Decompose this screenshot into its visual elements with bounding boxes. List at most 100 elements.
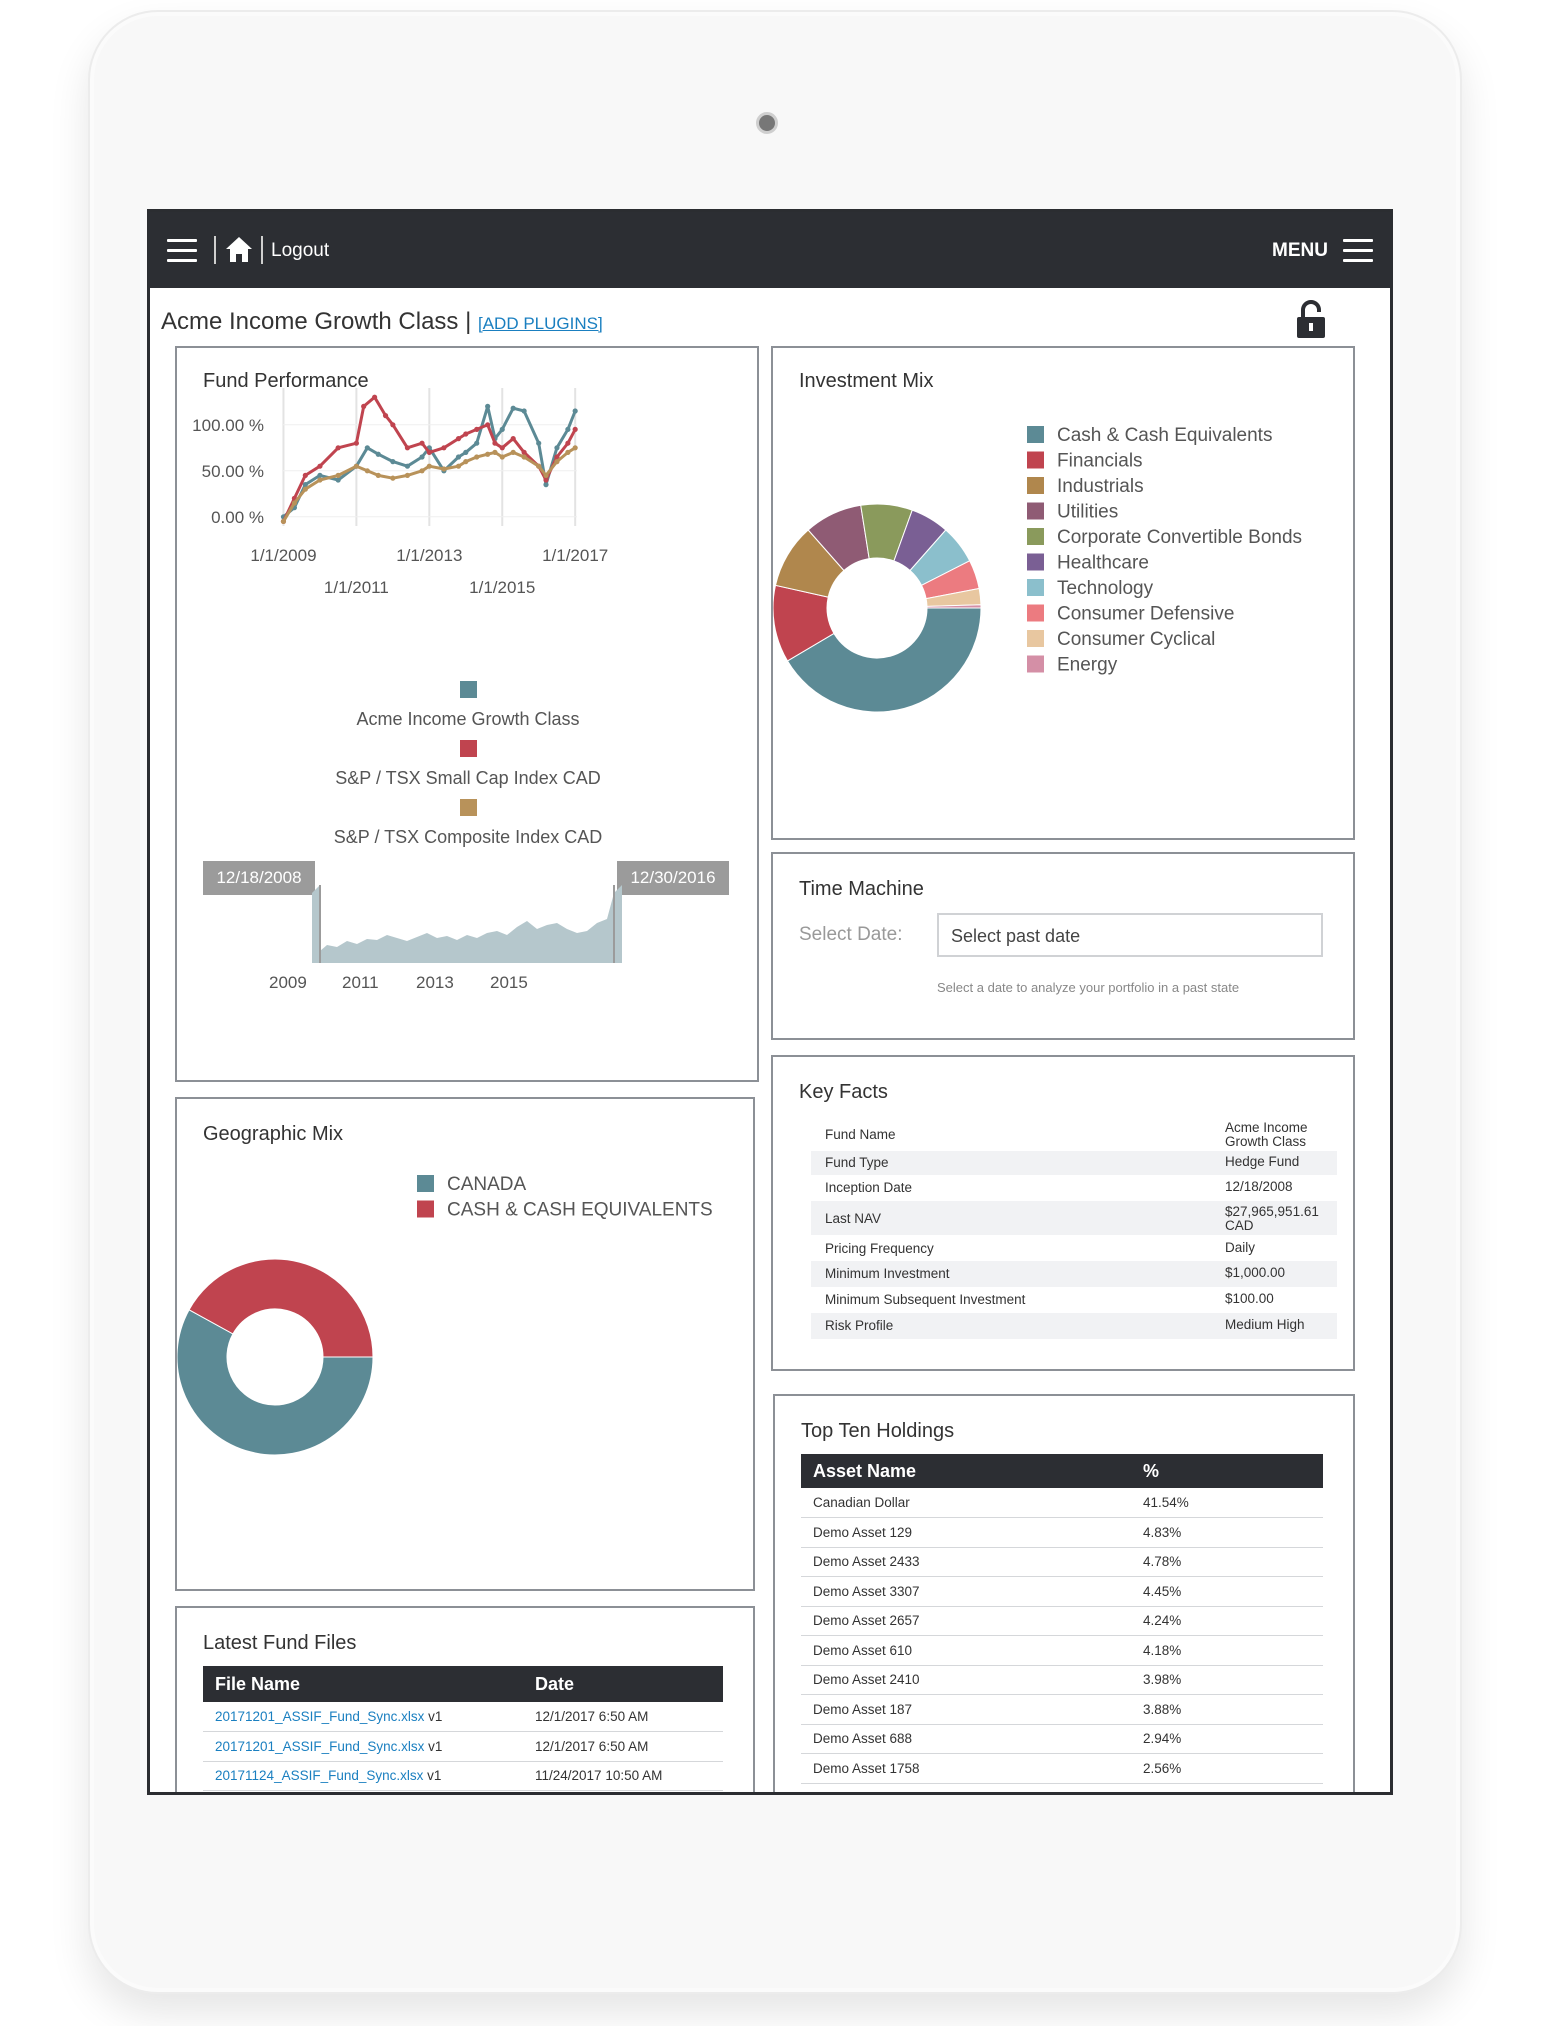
- select-date-label: Select Date:: [799, 924, 903, 945]
- data-point: [419, 468, 425, 474]
- asset-percent: 2.94%: [1143, 1731, 1182, 1746]
- legend-label[interactable]: Consumer Defensive: [1057, 604, 1234, 625]
- range-navigator-area[interactable]: [312, 883, 622, 963]
- legend-label[interactable]: CASH & CASH EQUIVALENTS: [447, 1200, 713, 1221]
- divider: [261, 236, 263, 264]
- data-point: [510, 405, 516, 411]
- data-point: [463, 431, 469, 437]
- data-point: [485, 451, 491, 457]
- pie-slice[interactable]: [926, 604, 982, 609]
- key-fact-row: Fund Name Acme Income Growth Class: [811, 1119, 1337, 1149]
- data-point: [302, 482, 308, 488]
- legend-swatch: [1027, 579, 1044, 596]
- file-version: v1: [428, 1709, 443, 1724]
- data-point: [485, 403, 491, 409]
- holdings-table-header: Asset Name %: [801, 1454, 1323, 1488]
- legend-label[interactable]: Technology: [1057, 578, 1154, 599]
- data-point: [474, 440, 480, 446]
- pie-slice[interactable]: [177, 1309, 374, 1456]
- investment-mix-panel: Investment Mix Cash & Cash Equivalents Fi…: [771, 346, 1355, 840]
- fact-label: Minimum Subsequent Investment: [825, 1292, 1026, 1307]
- menu-label[interactable]: MENU: [1272, 240, 1328, 261]
- legend-swatch: [1027, 426, 1044, 443]
- data-point: [554, 459, 560, 465]
- data-point: [419, 454, 425, 460]
- legend-label[interactable]: Cash & Cash Equivalents: [1057, 425, 1272, 446]
- unlock-icon[interactable]: [1295, 300, 1327, 340]
- data-point: [375, 451, 381, 457]
- legend-label[interactable]: Industrials: [1057, 476, 1144, 497]
- fact-value: $100.00: [1225, 1291, 1274, 1306]
- column-header: Date: [535, 1674, 575, 1694]
- asset-percent: 3.98%: [1143, 1672, 1182, 1687]
- file-version: v1: [427, 1768, 442, 1783]
- legend-label[interactable]: Acme Income Growth Class: [356, 709, 579, 729]
- date-placeholder: Select past date: [951, 926, 1081, 946]
- pie-slice[interactable]: [786, 607, 982, 713]
- range-start-handle[interactable]: 12/18/2008: [203, 861, 315, 895]
- y-tick-label: 0.00 %: [211, 508, 264, 527]
- file-date: 12/1/2017 6:50 AM: [535, 1738, 649, 1754]
- menu-hamburger-icon[interactable]: [1343, 239, 1373, 263]
- data-point: [572, 426, 578, 432]
- file-link[interactable]: 20171124_ASSIF_Fund_Sync.xlsx: [215, 1768, 424, 1783]
- legend-label[interactable]: S&P / TSX Small Cap Index CAD: [335, 768, 600, 788]
- data-point: [565, 449, 571, 455]
- fund-performance-chart: 0.00 % 50.00 % 100.00 % 1/1/2009 1/1/2011 1/1…: [192, 388, 608, 847]
- page-title: Acme Income Growth Class: [161, 308, 459, 335]
- data-point: [441, 445, 447, 451]
- pie-slice[interactable]: [188, 1258, 374, 1358]
- legend-label[interactable]: CANADA: [447, 1174, 527, 1195]
- data-point: [463, 459, 469, 465]
- data-point: [361, 403, 367, 409]
- data-point: [353, 463, 359, 469]
- legend-label[interactable]: Financials: [1057, 451, 1143, 472]
- data-point: [364, 468, 370, 474]
- data-point: [474, 454, 480, 460]
- fact-value: Medium High: [1225, 1317, 1305, 1332]
- legend-label[interactable]: Consumer Cyclical: [1057, 629, 1215, 650]
- asset-percent: 4.45%: [1143, 1583, 1182, 1599]
- add-plugins-link[interactable]: [ADD PLUGINS]: [478, 314, 603, 333]
- legend-label[interactable]: Healthcare: [1057, 553, 1149, 574]
- legend-swatch: [460, 799, 477, 816]
- legend-swatch: [460, 681, 477, 698]
- data-point: [335, 472, 341, 478]
- fact-value: Daily: [1225, 1240, 1256, 1255]
- fact-label: Fund Type: [825, 1155, 889, 1170]
- file-link[interactable]: 20171201_ASSIF_Fund_Sync.xlsx: [215, 1709, 425, 1724]
- fact-label: Minimum Investment: [825, 1266, 950, 1281]
- table-row: Canadian Dollar 41.54%: [801, 1488, 1323, 1518]
- asset-name: Demo Asset 187: [813, 1701, 913, 1717]
- navigator-tick: 2011: [342, 973, 379, 992]
- asset-percent: 2.56%: [1143, 1760, 1182, 1776]
- asset-name: Canadian Dollar: [813, 1495, 910, 1510]
- legend-label[interactable]: Corporate Convertible Bonds: [1057, 527, 1302, 548]
- home-icon[interactable]: [225, 235, 253, 263]
- fact-value: $27,965,951.61 CAD: [1225, 1204, 1319, 1233]
- navigator-tick: 2009: [269, 973, 307, 992]
- asset-name: Demo Asset 3307: [813, 1583, 920, 1599]
- hamburger-menu-icon[interactable]: [167, 239, 197, 263]
- data-point: [521, 449, 527, 455]
- data-point: [280, 518, 287, 524]
- data-point: [382, 413, 389, 419]
- table-row: 20171201_ASSIF_Fund_Sync.xlsx v1 12/1/201…: [203, 1702, 723, 1732]
- logout-link[interactable]: Logout: [271, 240, 330, 261]
- legend-label[interactable]: S&P / TSX Composite Index CAD: [334, 827, 602, 847]
- data-point: [499, 454, 505, 460]
- file-link[interactable]: 20171201_ASSIF_Fund_Sync.xlsx: [215, 1738, 425, 1754]
- data-point: [317, 477, 323, 483]
- legend-label[interactable]: Utilities: [1057, 502, 1118, 523]
- x-tick-label: 1/1/2015: [469, 578, 535, 597]
- column-header: %: [1143, 1461, 1160, 1481]
- x-tick-label: 1/1/2009: [250, 546, 316, 565]
- data-point: [426, 463, 432, 469]
- data-point: [390, 475, 396, 481]
- legend-label[interactable]: Energy: [1057, 655, 1118, 676]
- fact-value: Hedge Fund: [1225, 1154, 1300, 1169]
- range-end-handle[interactable]: 12/30/2016: [617, 861, 729, 895]
- date-picker-input[interactable]: Select past date: [937, 913, 1323, 957]
- legend-swatch: [1027, 655, 1044, 673]
- series-line: [282, 446, 576, 523]
